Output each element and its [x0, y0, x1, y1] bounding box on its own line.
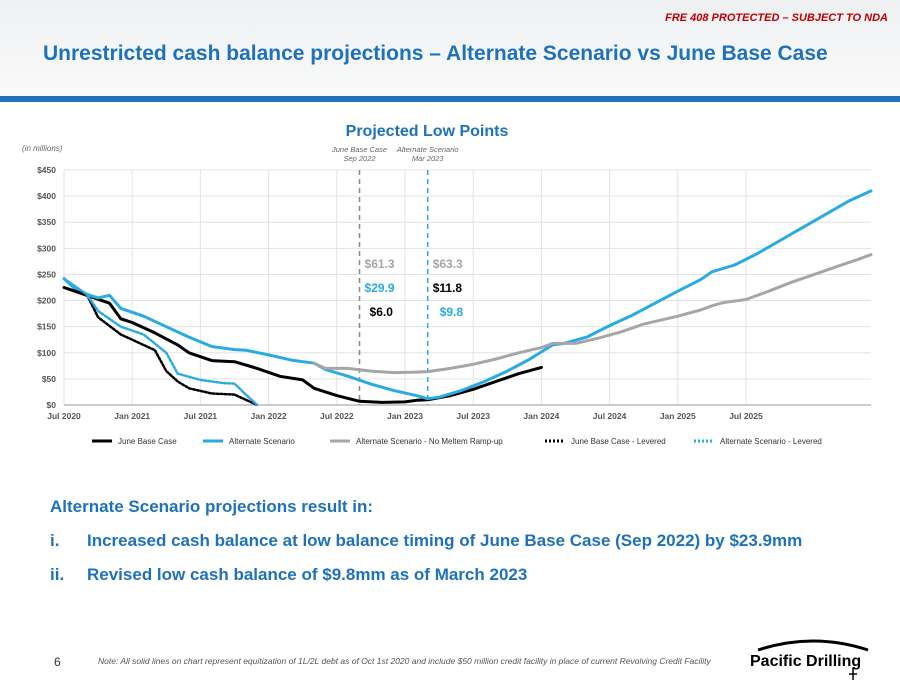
y-tick-label: $0 [47, 400, 57, 410]
x-tick-label: Jan 2025 [660, 411, 696, 421]
x-tick-label: Jan 2021 [114, 411, 150, 421]
series-line [62, 277, 259, 407]
marker-value: $63.3 [433, 257, 463, 271]
marker-label: Alternate Scenario [396, 145, 459, 154]
y-tick-label: $300 [37, 243, 56, 253]
result-text: Increased cash balance at low balance ti… [87, 531, 803, 550]
series-line [62, 286, 259, 407]
page-title: Unrestricted cash balance projections – … [43, 42, 828, 65]
x-tick-label: Jul 2025 [729, 411, 763, 421]
legend-entry: Alternate Scenario [229, 437, 295, 446]
page-number: 6 [54, 655, 61, 669]
x-tick-label: Jul 2020 [47, 411, 81, 421]
header-rule [0, 96, 900, 102]
marker-value: $6.0 [370, 305, 394, 319]
y-tick-label: $450 [37, 165, 56, 175]
result-number: i. [50, 531, 60, 550]
results-block: Alternate Scenario projections result in… [50, 497, 802, 599]
footer-note: Note: All solid lines on chart represent… [98, 656, 711, 666]
x-tick-label: Jul 2023 [456, 411, 490, 421]
x-tick-label: Jul 2021 [184, 411, 218, 421]
legend-entry: Alternate Scenario - No Meltem Ramp-up [356, 437, 503, 446]
unit-note: (in millions) [22, 144, 63, 153]
series-line [62, 286, 543, 404]
x-tick-label: Jul 2022 [320, 411, 354, 421]
y-tick-label: $350 [37, 217, 56, 227]
marker-label: Mar 2023 [412, 154, 445, 163]
x-tick-label: Jul 2024 [593, 411, 627, 421]
legend-entry: June Base Case [118, 437, 177, 446]
y-tick-label: $150 [37, 322, 56, 332]
result-text: Revised low cash balance of $9.8mm as of… [87, 565, 528, 584]
marker-label: Sep 2022 [343, 154, 376, 163]
marker-value: $61.3 [365, 257, 395, 271]
results-heading: Alternate Scenario projections result in… [50, 497, 374, 516]
y-tick-label: $50 [42, 374, 56, 384]
result-number: ii. [50, 565, 65, 584]
y-tick-label: $400 [37, 191, 56, 201]
x-tick-label: Jan 2023 [387, 411, 423, 421]
chart-title: Projected Low Points [346, 123, 509, 140]
series-line [312, 253, 873, 375]
legend-entry: Alternate Scenario - Levered [720, 437, 822, 446]
y-tick-label: $100 [37, 348, 56, 358]
marker-value: $29.9 [365, 281, 395, 295]
header-band: FRE 408 PROTECTED – SUBJECT TO NDA Unres… [0, 0, 900, 97]
result-item: ii. Revised low cash balance of $9.8mm a… [50, 565, 802, 585]
marker-value: $9.8 [440, 305, 464, 319]
nda-tag: FRE 408 PROTECTED – SUBJECT TO NDA [665, 12, 888, 24]
result-item: i. Increased cash balance at low balance… [50, 531, 802, 551]
marker-value: $11.8 [433, 281, 463, 295]
series-line [62, 189, 873, 401]
x-tick-label: Jan 2022 [251, 411, 287, 421]
y-tick-label: $250 [37, 269, 56, 279]
legend-entry: June Base Case - Levered [571, 437, 666, 446]
chart-svg: Projected Low Points (in millions) $0 $50 $1… [22, 123, 873, 446]
chart: Projected Low Points (in millions) $0 $50 $1… [0, 108, 900, 463]
y-tick-label: $200 [37, 296, 56, 306]
logo-text: Pacific Drilling [750, 653, 861, 670]
marker-label: June Base Case [331, 145, 387, 154]
company-logo: Pacific Drilling [748, 638, 878, 689]
x-tick-label: Jan 2024 [523, 411, 559, 421]
